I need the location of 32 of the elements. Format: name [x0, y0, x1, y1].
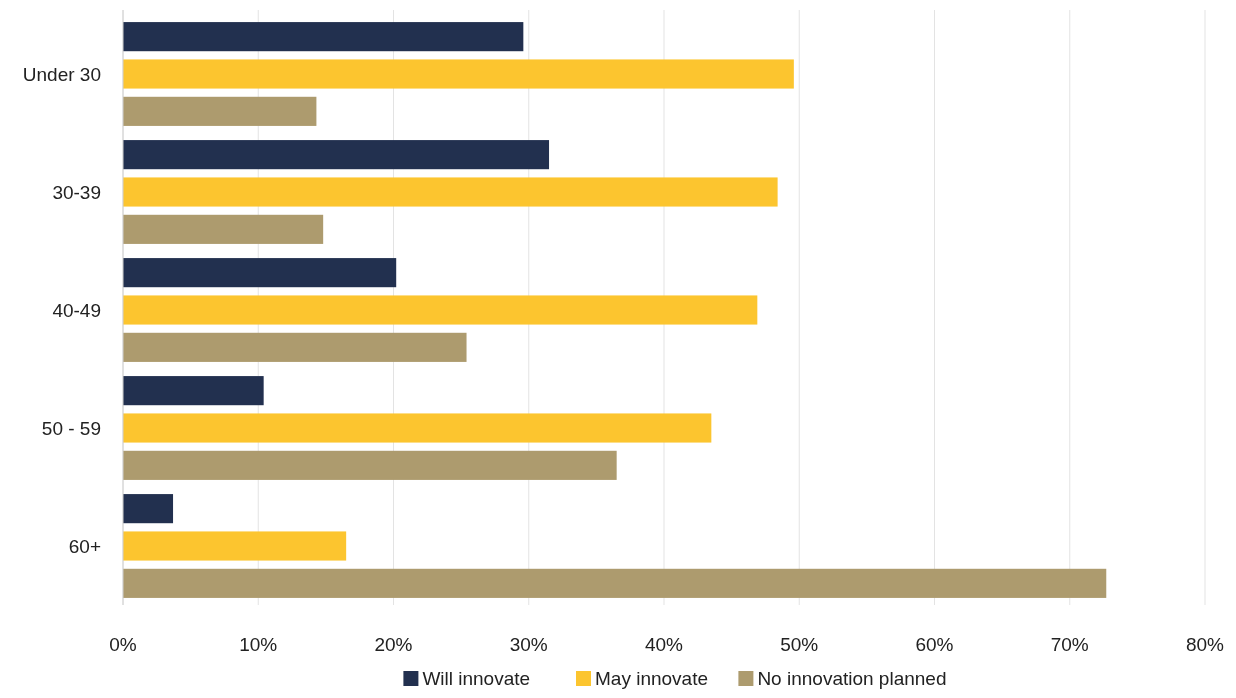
x-tick-label: 20%	[374, 634, 413, 655]
x-tick-label: 30%	[509, 634, 548, 655]
bar	[123, 295, 758, 325]
bar	[123, 140, 550, 170]
x-tick-label: 80%	[1185, 634, 1225, 655]
bar	[123, 96, 317, 126]
y-tick-label: 50 - 59	[41, 418, 101, 439]
x-tick-label: 50%	[780, 634, 819, 655]
x-tick-label: 60%	[915, 634, 954, 655]
bar	[123, 413, 712, 443]
y-tick-label: 60+	[68, 536, 101, 557]
bar	[123, 531, 347, 561]
bar	[123, 568, 1107, 598]
x-tick-label: 10%	[239, 634, 278, 655]
bar	[123, 214, 324, 244]
bar	[123, 494, 174, 524]
bar	[123, 332, 467, 362]
bar	[123, 22, 524, 52]
bar	[123, 59, 794, 89]
x-tick-label: 70%	[1050, 634, 1089, 655]
legend-label: No innovation planned	[757, 668, 947, 689]
legend-label: Will innovate	[422, 668, 531, 689]
bar	[123, 450, 617, 480]
bar	[123, 376, 264, 406]
x-tick-label: 0%	[109, 634, 137, 655]
bar	[123, 258, 397, 288]
bar	[123, 177, 778, 207]
legend-label: May innovate	[595, 668, 709, 689]
y-tick-label: 30-39	[52, 182, 101, 203]
x-tick-label: 40%	[644, 634, 684, 655]
y-tick-label: 40-49	[52, 300, 101, 321]
y-tick-label: Under 30	[22, 64, 101, 85]
